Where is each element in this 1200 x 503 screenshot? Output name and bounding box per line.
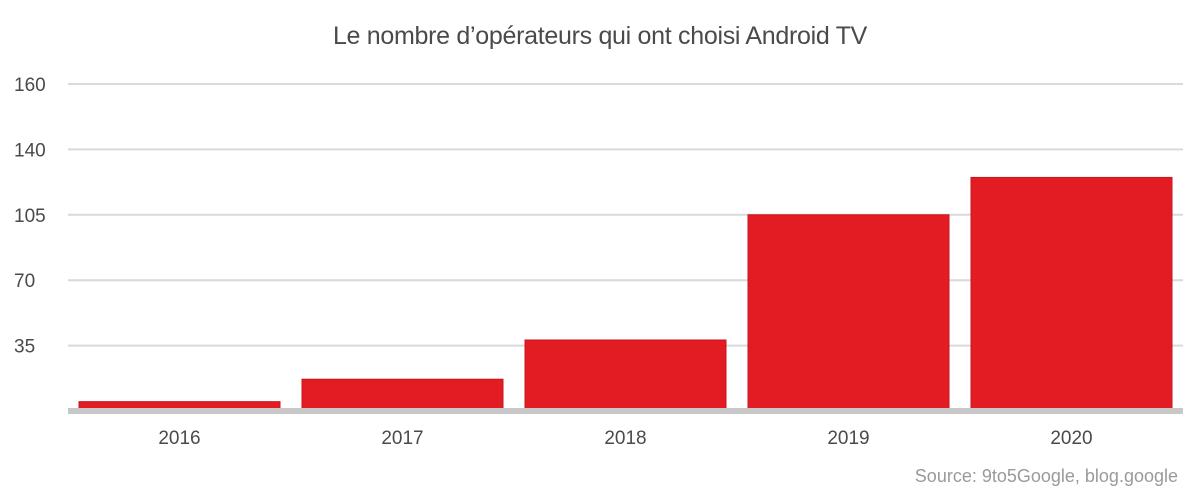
bar-2017: [301, 378, 504, 412]
x-tick-label-2020: 2020: [1050, 428, 1092, 449]
y-tick-label: 70: [14, 271, 35, 292]
chart-title: Le nombre d’opérateurs qui ont choisi An…: [332, 22, 868, 50]
bar-2020: [970, 176, 1173, 412]
y-tick-label: 35: [14, 337, 35, 358]
bar-2019: [747, 214, 950, 412]
x-tick-label-2018: 2018: [604, 428, 646, 449]
x-axis-baseline: [68, 408, 1183, 414]
bar-2018: [524, 339, 727, 412]
y-axis-tick-labels: 35 70 105 140 160: [14, 75, 46, 358]
y-tick-label: 160: [14, 75, 46, 96]
x-tick-label-2017: 2017: [381, 428, 423, 449]
bars: [78, 176, 1173, 412]
y-tick-label: 105: [14, 206, 46, 227]
x-tick-label-2019: 2019: [827, 428, 869, 449]
x-tick-label-2016: 2016: [158, 428, 200, 449]
y-tick-label: 140: [14, 140, 46, 161]
x-axis-tick-labels: 2016 2017 2018 2019 2020: [158, 428, 1092, 449]
source-note: Source: 9to5Google, blog.google: [914, 466, 1178, 486]
